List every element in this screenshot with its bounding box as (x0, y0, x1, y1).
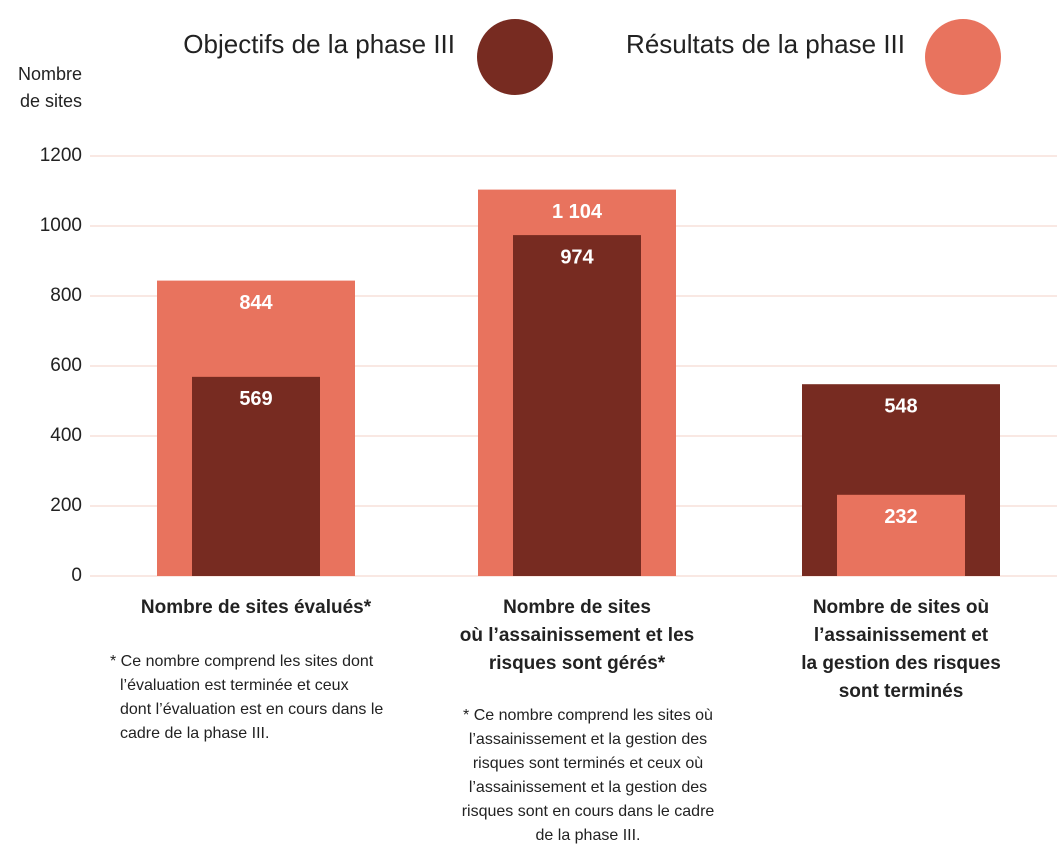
legend-swatch (477, 19, 553, 95)
x-tick-label: Nombre de sites évalués* (141, 597, 372, 618)
y-tick-label: 600 (50, 355, 82, 376)
footnote: risques sont terminés et ceux où (473, 755, 703, 772)
footnote: * Ce nombre comprend les sites dont (110, 653, 374, 670)
y-tick-label: 400 (50, 425, 82, 446)
data-label: 548 (884, 395, 917, 417)
y-axis-label: de sites (20, 91, 82, 111)
footnote: dont l’évaluation est en cours dans le (120, 701, 383, 718)
footnote: * Ce nombre comprend les sites où (463, 707, 713, 724)
y-tick-label: 800 (50, 285, 82, 306)
y-tick-label: 1000 (40, 215, 82, 236)
x-tick-label: l’assainissement et (814, 625, 989, 646)
data-label: 232 (884, 506, 917, 528)
y-tick-label: 1200 (40, 145, 82, 166)
data-label: 844 (239, 292, 273, 314)
footnote: cadre de la phase III. (120, 725, 269, 742)
footnote: l’évaluation est terminée et ceux (120, 677, 349, 694)
y-tick-label: 0 (71, 565, 82, 586)
x-tick-label: la gestion des risques (801, 653, 1001, 674)
bar (192, 376, 320, 576)
y-tick-label: 200 (50, 495, 82, 516)
x-tick-label: risques sont gérés* (489, 653, 666, 674)
footnote: l’assainissement et la gestion des (469, 779, 707, 796)
bar (513, 235, 641, 576)
footnote: de la phase III. (536, 827, 641, 844)
x-tick-label: Nombre de sites où (813, 597, 989, 618)
legend-label: Objectifs de la phase III (183, 29, 455, 59)
legend-label: Résultats de la phase III (626, 29, 905, 59)
y-axis-label: Nombre (18, 64, 82, 84)
data-label: 569 (239, 388, 272, 410)
footnote: risques sont en cours dans le cadre (462, 803, 715, 820)
data-label: 1 104 (552, 201, 603, 223)
bar (837, 494, 965, 576)
x-tick-label: sont terminés (839, 681, 964, 702)
data-label: 974 (560, 246, 594, 268)
legend-swatch (925, 19, 1001, 95)
footnote: l’assainissement et la gestion des (469, 731, 707, 748)
x-tick-label: où l’assainissement et les (460, 625, 694, 646)
x-tick-label: Nombre de sites (503, 597, 651, 618)
